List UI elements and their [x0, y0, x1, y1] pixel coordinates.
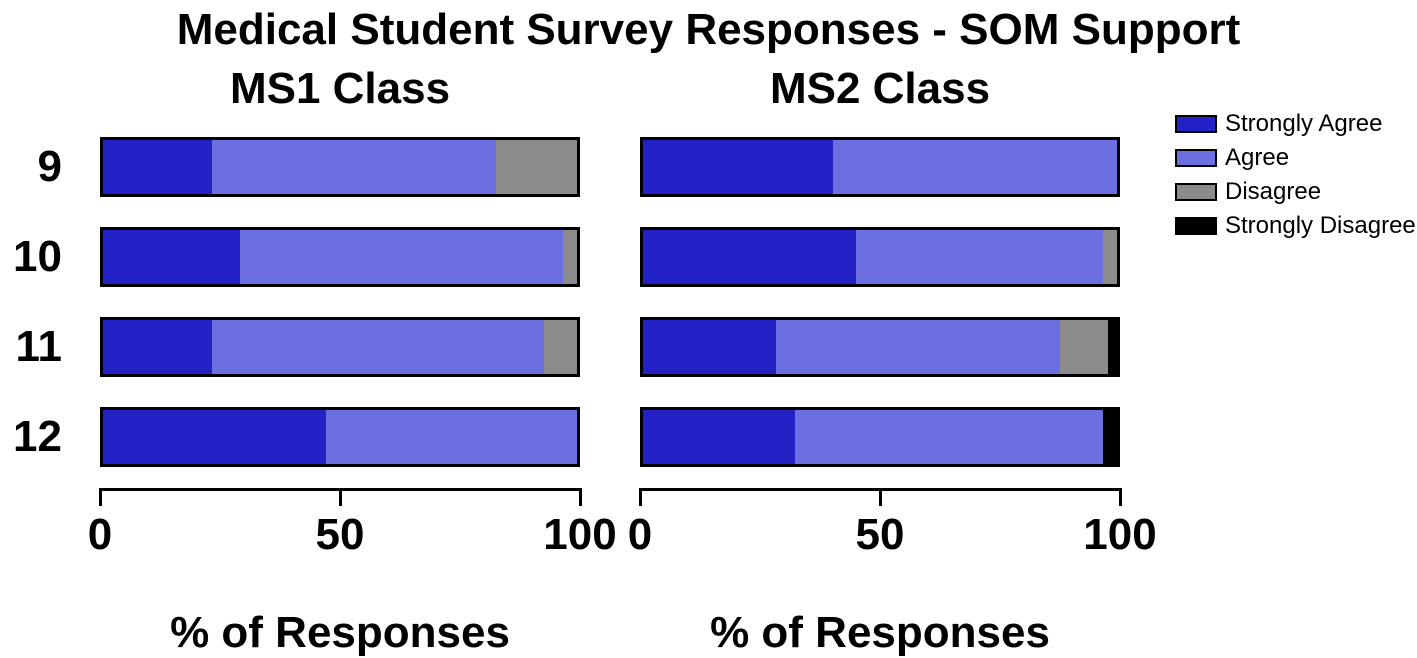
- x-axis-label: % of Responses: [710, 608, 1050, 658]
- bar-slot: [70, 212, 610, 302]
- row-label: 9: [0, 122, 70, 212]
- axis-tick-label: 100: [543, 510, 616, 560]
- bar-segment: [103, 230, 240, 284]
- bar-segment: [1103, 230, 1117, 284]
- stacked-bar: [100, 227, 580, 287]
- axis-tick: [639, 488, 642, 506]
- x-axis-label: % of Responses: [170, 608, 510, 658]
- row-labels-column: 9101112: [0, 62, 70, 658]
- bar-segment: [563, 230, 577, 284]
- row-label: 12: [0, 392, 70, 482]
- bar-segment: [103, 410, 326, 464]
- bar-slot: [70, 122, 610, 212]
- bar-segment: [212, 320, 544, 374]
- bars-area: [70, 122, 610, 482]
- bar-segment: [496, 140, 577, 194]
- stacked-bar: [100, 317, 580, 377]
- bar-segment: [240, 230, 562, 284]
- bar-slot: [610, 212, 1150, 302]
- legend-row: Agree: [1175, 144, 1416, 172]
- legend-row: Disagree: [1175, 178, 1416, 206]
- bar-segment: [326, 410, 577, 464]
- x-axis: 050100: [100, 488, 580, 548]
- bar-slot: [610, 392, 1150, 482]
- axis-tick: [1119, 488, 1122, 506]
- legend-label: Agree: [1225, 144, 1289, 172]
- chart-main-title: Medical Student Survey Responses - SOM S…: [134, 0, 1284, 52]
- stacked-bar: [100, 407, 580, 467]
- legend-label: Strongly Disagree: [1225, 212, 1416, 240]
- row-label: 11: [0, 302, 70, 392]
- axis-tick-label: 50: [856, 510, 905, 560]
- bar-slot: [70, 392, 610, 482]
- bar-slot: [610, 122, 1150, 212]
- legend-swatch: [1175, 149, 1217, 167]
- bar-segment: [795, 410, 1103, 464]
- panel-ms2: MS2 Class 050100 % of Responses: [610, 62, 1150, 658]
- axis-tick-label: 100: [1083, 510, 1156, 560]
- stacked-bar: [640, 227, 1120, 287]
- stacked-bar: [640, 137, 1120, 197]
- legend-label: Disagree: [1225, 178, 1321, 206]
- legend-swatch: [1175, 183, 1217, 201]
- axis-tick: [339, 488, 342, 506]
- legend-row: Strongly Disagree: [1175, 212, 1416, 240]
- axis-tick: [99, 488, 102, 506]
- bar-segment: [643, 230, 856, 284]
- bar-segment: [1108, 320, 1117, 374]
- bar-segment: [776, 320, 1060, 374]
- bar-segment: [103, 320, 212, 374]
- axis-tick: [879, 488, 882, 506]
- bar-segment: [103, 140, 212, 194]
- bar-slot: [70, 302, 610, 392]
- legend-row: Strongly Agree: [1175, 110, 1416, 138]
- axis-tick-label: 0: [628, 510, 652, 560]
- bar-segment: [643, 320, 776, 374]
- legend-swatch: [1175, 217, 1217, 235]
- x-axis: 050100: [640, 488, 1120, 548]
- stacked-bar: [100, 137, 580, 197]
- panel-title: MS2 Class: [770, 62, 990, 116]
- panel-ms1: MS1 Class 050100 % of Responses: [70, 62, 610, 658]
- axis-tick-label: 50: [316, 510, 365, 560]
- legend-swatch: [1175, 115, 1217, 133]
- stacked-bar: [640, 317, 1120, 377]
- legend-label: Strongly Agree: [1225, 110, 1382, 138]
- bar-segment: [643, 410, 795, 464]
- legend: Strongly Agree Agree Disagree Strongly Disa…: [1175, 110, 1416, 240]
- axis-tick: [579, 488, 582, 506]
- bar-segment: [544, 320, 577, 374]
- bar-segment: [856, 230, 1102, 284]
- chart-grid: 9101112 MS1 Class 050100 % of Responses …: [0, 62, 1150, 658]
- bar-segment: [643, 140, 833, 194]
- bar-segment: [833, 140, 1117, 194]
- bar-segment: [1103, 410, 1117, 464]
- bar-segment: [212, 140, 496, 194]
- stacked-bar: [640, 407, 1120, 467]
- bar-slot: [610, 302, 1150, 392]
- row-label: 10: [0, 212, 70, 302]
- bar-segment: [1060, 320, 1107, 374]
- bars-area: [610, 122, 1150, 482]
- panel-title: MS1 Class: [230, 62, 450, 116]
- axis-tick-label: 0: [88, 510, 112, 560]
